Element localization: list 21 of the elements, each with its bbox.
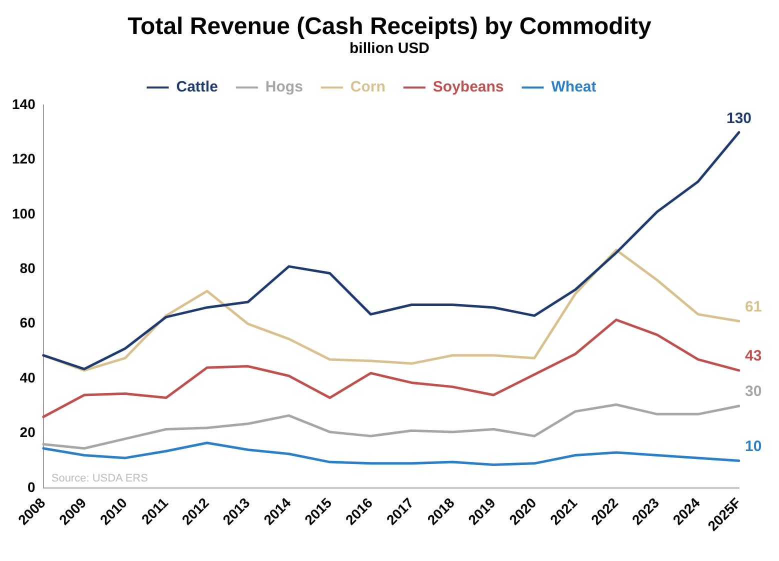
annotation: Source: USDA ERS xyxy=(51,472,148,485)
chart-subtitle: billion USD xyxy=(348,40,430,58)
y-tick-label: 120 xyxy=(12,150,36,167)
y-tick-label: 0 xyxy=(28,478,36,495)
legend-label: Cattle xyxy=(176,78,218,96)
data-label: 61 xyxy=(745,298,762,316)
y-tick-label: 140 xyxy=(12,96,36,112)
y-tick-label: 60 xyxy=(20,314,36,331)
legend-label: Hogs xyxy=(265,78,303,96)
data-label: 43 xyxy=(745,348,762,365)
legend-label: Soybeans xyxy=(432,78,504,96)
data-label: 10 xyxy=(745,438,762,455)
legend-label: Wheat xyxy=(551,78,596,96)
y-tick-label: 80 xyxy=(20,260,36,276)
y-tick-label: 100 xyxy=(12,205,36,222)
y-tick-label: 20 xyxy=(20,424,36,440)
legend-label: Corn xyxy=(350,78,386,96)
y-tick-label: 40 xyxy=(20,369,36,386)
data-label: 130 xyxy=(726,110,752,127)
chart-title: Total Revenue (Cash Receipts) by Commodity xyxy=(126,13,652,40)
data-label: 30 xyxy=(745,383,762,400)
